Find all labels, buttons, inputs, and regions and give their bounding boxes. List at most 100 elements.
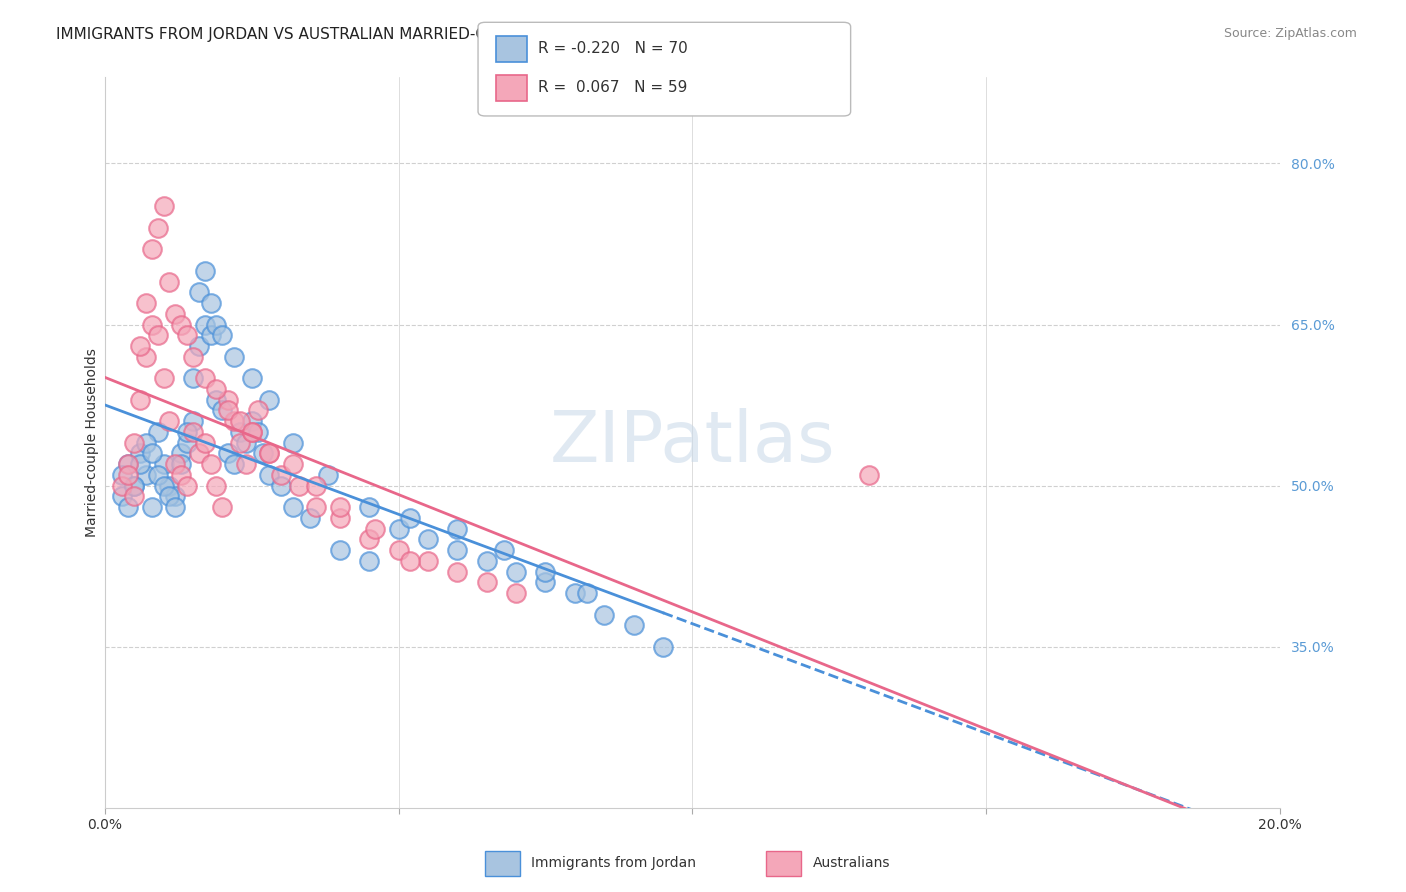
Point — [117, 457, 139, 471]
Point — [494, 543, 516, 558]
Point — [122, 490, 145, 504]
Point — [181, 350, 204, 364]
Point — [111, 478, 134, 492]
Point — [165, 490, 187, 504]
Point — [211, 403, 233, 417]
Text: R =  0.067   N = 59: R = 0.067 N = 59 — [538, 80, 688, 95]
Point — [399, 511, 422, 525]
Point — [135, 467, 157, 482]
Point — [534, 575, 557, 590]
Point — [329, 511, 352, 525]
Point — [287, 478, 309, 492]
Point — [270, 467, 292, 482]
Point — [270, 478, 292, 492]
Point — [259, 446, 281, 460]
Point — [159, 478, 181, 492]
Point — [111, 467, 134, 482]
Point — [564, 586, 586, 600]
Point — [211, 500, 233, 515]
Point — [122, 478, 145, 492]
Point — [159, 490, 181, 504]
Point — [217, 403, 239, 417]
Point — [187, 446, 209, 460]
Point — [205, 478, 228, 492]
Point — [146, 328, 169, 343]
Point — [187, 339, 209, 353]
Point — [229, 435, 252, 450]
Point — [200, 328, 222, 343]
Point — [159, 275, 181, 289]
Text: IMMIGRANTS FROM JORDAN VS AUSTRALIAN MARRIED-COUPLE HOUSEHOLDS CORRELATION CHART: IMMIGRANTS FROM JORDAN VS AUSTRALIAN MAR… — [56, 27, 820, 42]
Point — [246, 425, 269, 439]
Point — [205, 382, 228, 396]
Point — [505, 586, 527, 600]
Point — [117, 457, 139, 471]
Point — [222, 414, 245, 428]
Point — [259, 446, 281, 460]
Point — [359, 533, 381, 547]
Point — [165, 307, 187, 321]
Point — [129, 339, 152, 353]
Point — [146, 425, 169, 439]
Point — [387, 522, 409, 536]
Point — [181, 414, 204, 428]
Text: ZIPatlas: ZIPatlas — [550, 409, 835, 477]
Point — [235, 457, 257, 471]
Point — [141, 318, 163, 332]
Point — [129, 457, 152, 471]
Point — [205, 392, 228, 407]
Point — [446, 522, 468, 536]
Point — [534, 565, 557, 579]
Point — [623, 618, 645, 632]
Point — [200, 457, 222, 471]
Point — [858, 467, 880, 482]
Point — [329, 543, 352, 558]
Point — [281, 435, 304, 450]
Text: Source: ZipAtlas.com: Source: ZipAtlas.com — [1223, 27, 1357, 40]
Point — [176, 328, 198, 343]
Point — [446, 565, 468, 579]
Point — [593, 607, 616, 622]
Point — [305, 478, 328, 492]
Point — [229, 425, 252, 439]
Point — [170, 446, 193, 460]
Point — [194, 318, 217, 332]
Point — [200, 296, 222, 310]
Point — [176, 478, 198, 492]
Point — [305, 500, 328, 515]
Point — [141, 243, 163, 257]
Point — [416, 554, 439, 568]
Point — [575, 586, 598, 600]
Point — [240, 425, 263, 439]
Point — [252, 446, 274, 460]
Point — [181, 425, 204, 439]
Point — [240, 414, 263, 428]
Point — [259, 392, 281, 407]
Point — [129, 446, 152, 460]
Point — [211, 328, 233, 343]
Point — [446, 543, 468, 558]
Point — [387, 543, 409, 558]
Point — [235, 435, 257, 450]
Text: R = -0.220   N = 70: R = -0.220 N = 70 — [538, 41, 689, 56]
Point — [170, 457, 193, 471]
Point — [505, 565, 527, 579]
Point — [122, 478, 145, 492]
Point — [359, 500, 381, 515]
Point — [159, 414, 181, 428]
Point — [222, 457, 245, 471]
Point — [129, 392, 152, 407]
Point — [141, 446, 163, 460]
Point — [217, 392, 239, 407]
Point — [152, 457, 174, 471]
Text: Immigrants from Jordan: Immigrants from Jordan — [531, 856, 696, 871]
Point — [364, 522, 387, 536]
Point — [135, 350, 157, 364]
Point — [259, 467, 281, 482]
Point — [359, 554, 381, 568]
Point — [281, 500, 304, 515]
Point — [152, 478, 174, 492]
Point — [652, 640, 675, 654]
Point — [240, 425, 263, 439]
Point — [229, 414, 252, 428]
